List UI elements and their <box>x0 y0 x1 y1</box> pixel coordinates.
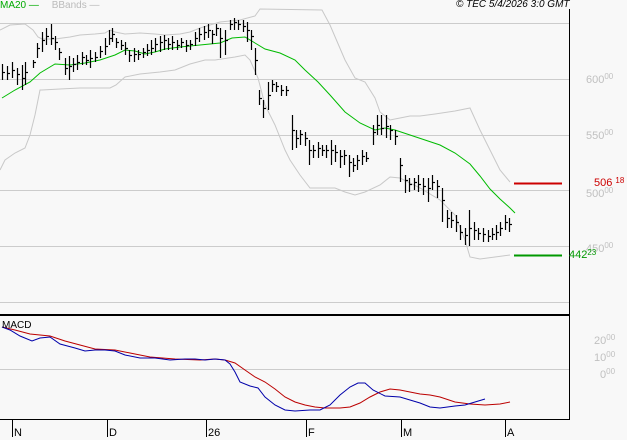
x-label-2026: 26 <box>208 427 221 439</box>
price-axis-label-450: 45000 <box>586 241 614 255</box>
ohlc-bars <box>1 18 512 246</box>
support-label: 44223 <box>569 248 597 261</box>
legend-bbands: BBands — <box>51 0 100 11</box>
macd-axis-label-0: 000 <box>600 367 616 381</box>
x-label-feb: F <box>308 427 315 439</box>
resistance-label: 506 18 <box>594 176 625 189</box>
macd-signal-line <box>1 326 511 409</box>
x-label-mar: M <box>403 427 413 439</box>
price-gridlines <box>0 23 569 303</box>
x-label-nov: N <box>14 427 22 439</box>
price-axis-label-500: 50000 <box>586 186 614 200</box>
x-axis-ticks <box>12 420 506 437</box>
bband-upper <box>0 8 511 183</box>
x-label-apr: A <box>507 427 515 439</box>
x-label-dec: D <box>109 427 117 439</box>
macd-line <box>1 326 486 412</box>
legend-ma20: MA20 — <box>0 0 39 11</box>
macd-title: MACD <box>2 320 32 331</box>
bband-lower <box>0 54 511 260</box>
price-axis-label-550: 55000 <box>586 128 614 142</box>
chart-legend: MA20 — BBands — <box>0 0 100 11</box>
price-axis-label-600: 60000 <box>586 72 614 86</box>
bollinger-bands <box>0 8 511 260</box>
macd-axis-label-20: 2000 <box>594 333 616 347</box>
copyright-text: © TEC 5/4/2026 3:0 GMT <box>456 0 570 10</box>
macd-axis-label-10: 1000 <box>594 350 616 364</box>
